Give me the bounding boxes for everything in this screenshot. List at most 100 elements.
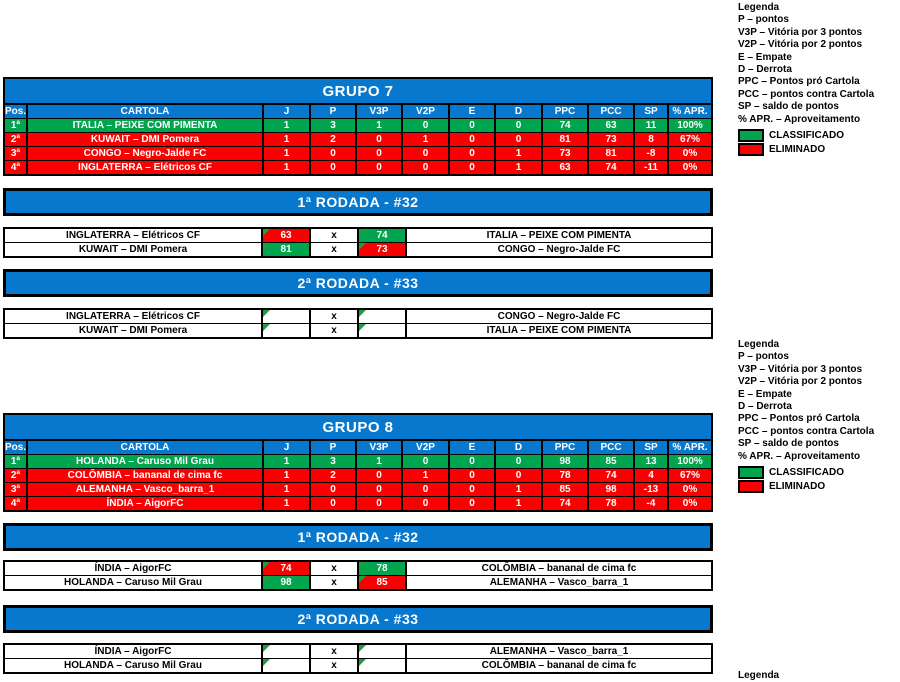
group8-round2-banner: 2ª RODADA - #33 xyxy=(3,605,713,633)
vs-cell: x xyxy=(309,643,359,659)
stat-cell: 67% xyxy=(667,132,713,147)
legend-line: P – pontos xyxy=(738,14,789,26)
header-j: J xyxy=(262,103,311,119)
standings-row: 4ª INGLATERRA – Elétricos CF 1 0 0 0 0 1… xyxy=(3,160,713,176)
stat-cell: 1 xyxy=(494,496,543,512)
legend-line: E – Empate xyxy=(738,388,792,400)
stat-cell: 0 xyxy=(401,146,450,161)
away-team-cell: ALEMANHA – Vasco_barra_1 xyxy=(405,575,713,591)
stat-cell: 0 xyxy=(494,132,543,147)
pos-cell: 3ª xyxy=(3,482,28,497)
header-v3p: V3P xyxy=(355,439,403,455)
home-team-cell: INGLATERRA – Elétricos CF xyxy=(3,308,263,324)
away-score-cell: 73 xyxy=(357,242,407,258)
pos-cell: 2ª xyxy=(3,468,28,483)
stat-cell: 0 xyxy=(309,146,357,161)
group7-banner-row: GRUPO 7 xyxy=(3,77,713,105)
home-team-cell: INGLATERRA – Elétricos CF xyxy=(3,227,263,243)
pos-cell: 3ª xyxy=(3,146,28,161)
home-score-cell: 63 xyxy=(261,227,311,243)
pos-cell: 1ª xyxy=(3,118,28,133)
home-team-cell: ÍNDIA – AigorFC xyxy=(3,560,263,576)
stat-cell: 4 xyxy=(633,468,669,483)
stat-cell: 0 xyxy=(401,482,450,497)
stat-cell: 1 xyxy=(494,160,543,176)
home-score-cell: 74 xyxy=(261,560,311,576)
away-score-cell xyxy=(357,308,407,324)
match-row: ÍNDIA – AigorFC 74 x 78 COLÔMBIA – banan… xyxy=(3,560,713,576)
header-cartola: CARTOLA xyxy=(26,103,264,119)
vs-cell: x xyxy=(309,323,359,339)
eliminated-swatch xyxy=(738,142,764,156)
stat-cell: 0 xyxy=(309,160,357,176)
vs-cell: x xyxy=(309,575,359,591)
away-team-cell: CONGO – Negro-Jalde FC xyxy=(405,308,713,324)
stat-cell: 1 xyxy=(262,132,311,147)
legend-line: D – Derrota xyxy=(738,400,792,412)
legend-line: PPC – Pontos pró Cartola xyxy=(738,413,860,425)
header-e: E xyxy=(448,439,496,455)
team-cell: ITALIA – PEIXE COM PIMENTA xyxy=(26,118,264,133)
header-apr: % APR. xyxy=(667,103,713,119)
stat-cell: 1 xyxy=(262,160,311,176)
home-team-cell: KUWAIT – DMI Pomera xyxy=(3,242,263,258)
pos-cell: 4ª xyxy=(3,160,28,176)
legend-top: Legenda P – pontos V3P – Vitória por 3 p… xyxy=(738,2,898,156)
match-row: ÍNDIA – AigorFC x ALEMANHA – Vasco_barra… xyxy=(3,643,713,659)
away-team-cell: ITALIA – PEIXE COM PIMENTA xyxy=(405,323,713,339)
away-team-cell: ALEMANHA – Vasco_barra_1 xyxy=(405,643,713,659)
header-sp: SP xyxy=(633,103,669,119)
away-team-cell: COLÔMBIA – bananal de cima fc xyxy=(405,658,713,674)
group7-round1-table: INGLATERRA – Elétricos CF 63 x 74 ITALIA… xyxy=(3,227,713,258)
legend-line: V2P – Vitória por 2 pontos xyxy=(738,39,863,51)
legend-title: Legenda xyxy=(738,670,780,681)
home-score-cell xyxy=(261,323,311,339)
stat-cell: 0 xyxy=(448,454,496,469)
team-cell: ÍNDIA – AigorFC xyxy=(26,496,264,512)
team-cell: ALEMANHA – Vasco_barra_1 xyxy=(26,482,264,497)
stat-cell: 81 xyxy=(541,132,589,147)
group8-round2-table: ÍNDIA – AigorFC x ALEMANHA – Vasco_barra… xyxy=(3,643,713,674)
team-cell: INGLATERRA – Elétricos CF xyxy=(26,160,264,176)
header-v3p: V3P xyxy=(355,103,403,119)
stat-cell: 1 xyxy=(262,496,311,512)
stat-cell: 0 xyxy=(448,118,496,133)
legend-line: V3P – Vitória por 3 pontos xyxy=(738,26,863,38)
match-row: HOLANDA – Caruso Mil Grau 98 x 85 ALEMAN… xyxy=(3,575,713,591)
header-d: D xyxy=(494,103,543,119)
stat-cell: 0 xyxy=(401,496,450,512)
standings-row: 1ª ITALIA – PEIXE COM PIMENTA 1 3 1 0 0 … xyxy=(3,118,713,133)
stat-cell: 1 xyxy=(262,468,311,483)
stat-cell: -8 xyxy=(633,146,669,161)
stat-cell: 85 xyxy=(541,482,589,497)
stat-cell: 13 xyxy=(633,454,669,469)
standings-header-row: Pos. CARTOLA J P V3P V2P E D PPC PCC SP … xyxy=(3,103,713,119)
header-j: J xyxy=(262,439,311,455)
stat-cell: 0 xyxy=(494,454,543,469)
group7-round1-banner: 1ª RODADA - #32 xyxy=(3,188,713,216)
stat-cell: 0 xyxy=(448,160,496,176)
stat-cell: 0 xyxy=(309,496,357,512)
group8-round1-table: ÍNDIA – AigorFC 74 x 78 COLÔMBIA – banan… xyxy=(3,560,713,591)
stat-cell: 0 xyxy=(448,146,496,161)
home-score-cell xyxy=(261,308,311,324)
team-cell: COLÔMBIA – bananal de cima fc xyxy=(26,468,264,483)
away-score-cell xyxy=(357,323,407,339)
stat-cell: 0 xyxy=(494,468,543,483)
standings-row: 2ª KUWAIT – DMI Pomera 1 2 0 1 0 0 81 73… xyxy=(3,132,713,147)
stat-cell: 2 xyxy=(309,468,357,483)
legend-line: V3P – Vitória por 3 pontos xyxy=(738,363,863,375)
team-cell: HOLANDA – Caruso Mil Grau xyxy=(26,454,264,469)
legend-line: PCC – pontos contra Cartola xyxy=(738,88,875,100)
match-row: INGLATERRA – Elétricos CF 63 x 74 ITALIA… xyxy=(3,227,713,243)
team-cell: CONGO – Negro-Jalde FC xyxy=(26,146,264,161)
legend-line: PCC – pontos contra Cartola xyxy=(738,425,875,437)
header-v2p: V2P xyxy=(401,103,450,119)
legend-line: SP – saldo de pontos xyxy=(738,438,839,450)
stat-cell: 3 xyxy=(309,454,357,469)
stat-cell: 0 xyxy=(448,132,496,147)
stat-cell: 74 xyxy=(541,496,589,512)
classified-label: CLASSIFICADO xyxy=(769,130,844,142)
home-score-cell: 81 xyxy=(261,242,311,258)
legend-middle: Legenda P – pontos V3P – Vitória por 3 p… xyxy=(738,339,898,493)
